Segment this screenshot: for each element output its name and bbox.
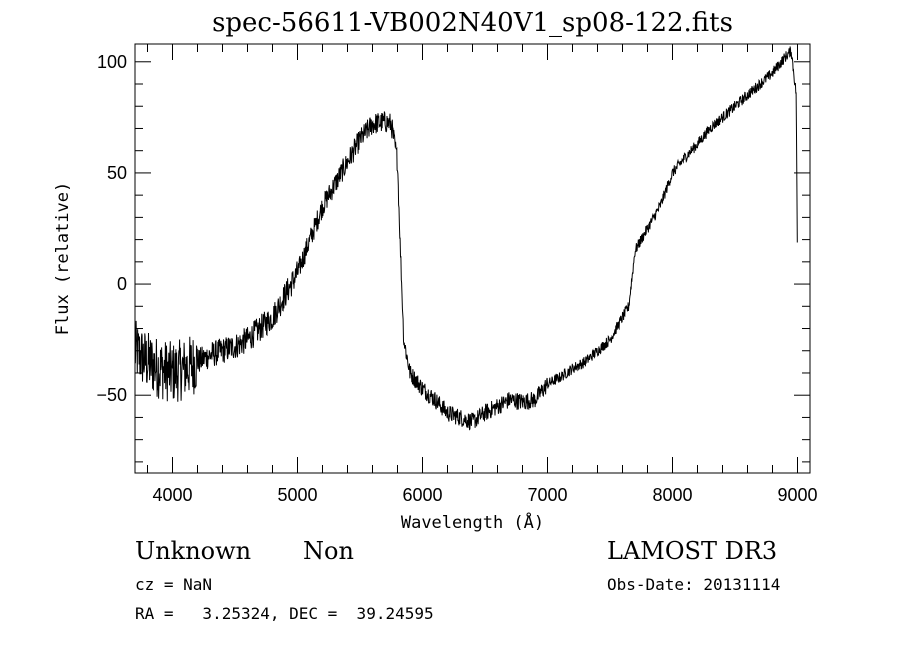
y-tick-label: 0	[117, 274, 127, 294]
ra-dec-text: RA = 3.25324, DEC = 39.24595	[135, 604, 434, 623]
spectrum-line	[134, 46, 798, 431]
y-tick-label: 50	[107, 163, 127, 183]
x-axis-label: Wavelength (Å)	[401, 511, 544, 533]
chart-title: spec-56611-VB002N40V1_sp08-122.fits	[212, 8, 733, 38]
y-tick-label: −50	[96, 385, 127, 405]
object-subclass: Non	[303, 537, 354, 565]
x-tick-label: 4000	[152, 485, 192, 505]
x-tick-label: 6000	[402, 485, 442, 505]
object-class: Unknown	[135, 537, 252, 565]
survey-label: LAMOST DR3	[607, 537, 778, 565]
x-tick-label: 5000	[277, 485, 317, 505]
x-tick-label: 9000	[777, 485, 817, 505]
plot-frame	[134, 43, 811, 474]
x-tick-label: 8000	[652, 485, 692, 505]
y-axis-label: Flux (relative)	[53, 182, 73, 336]
y-tick-label: 100	[97, 52, 127, 72]
obs-date-text: Obs-Date: 20131114	[607, 575, 781, 594]
redshift-text: cz = NaN	[135, 575, 213, 594]
x-tick-label: 7000	[527, 485, 567, 505]
